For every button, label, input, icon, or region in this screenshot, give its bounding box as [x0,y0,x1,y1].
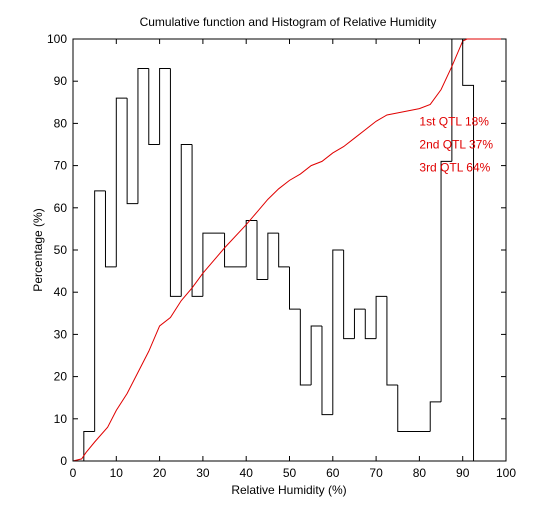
plot-area [72,38,507,462]
x-axis-label: Relative Humidity (%) [231,483,346,497]
histogram-bar [104,190,117,268]
annotation-layer: 1st QTL 18% 2nd QTL 37% 3rd QTL 64% [419,114,493,174]
histogram-bar [332,249,344,415]
histogram-bar [191,144,203,297]
histogram-bar [364,309,377,340]
x-tick-label: 100 [496,466,516,480]
histogram-bar [224,233,247,268]
histogram-bar [462,39,475,461]
y-axis-label: Percentage (%) [31,208,45,291]
histogram-bar [299,309,312,386]
histogram-bar [451,38,463,162]
histogram-bar [159,68,171,145]
quantile-annotation: 3rd QTL 64% [419,161,490,175]
x-tick-label: 80 [413,466,427,480]
histogram-bar [83,430,95,461]
x-tick-label: 70 [369,466,383,480]
x-tick-label: 20 [153,466,167,480]
quantile-annotation: 1st QTL 18% [419,114,489,128]
histogram-bar [137,68,149,204]
y-tick-label: 60 [54,201,68,215]
y-tick-label: 0 [60,454,67,468]
histogram-bar [440,160,452,402]
x-tick-label: 10 [110,466,124,480]
histogram-bar [289,266,301,310]
x-tick-label: 30 [196,466,210,480]
cumulative-layer [72,38,506,462]
histogram-bar [169,68,182,297]
histogram-bar [429,401,442,432]
x-tick-label: 50 [283,466,297,480]
y-axis: 0 10 20 30 40 50 60 70 80 90 100 [47,32,506,468]
histogram-bar [180,144,193,297]
histogram-bar [256,220,268,281]
y-tick-label: 70 [54,159,68,173]
quantile-annotation: 2nd QTL 37% [419,138,493,152]
histogram-bar [386,296,398,386]
histogram-bar [267,232,279,280]
histogram-bar [202,232,225,297]
y-tick-label: 30 [54,327,68,341]
y-tick-label: 40 [54,285,68,299]
cumulative-line [72,38,506,462]
histogram-bar [115,97,128,267]
histogram-bar [310,325,322,386]
histogram-bar [94,190,106,432]
y-tick-label: 10 [54,412,68,426]
histogram-bar [278,233,290,268]
x-axis: 0 10 20 30 40 50 60 70 80 90 100 [70,39,516,480]
y-tick-label: 20 [54,370,68,384]
x-tick-label: 40 [240,466,254,480]
histogram-bar [353,308,366,339]
chart-title: Cumulative function and Histogram of Rel… [140,15,437,29]
y-tick-label: 50 [54,243,68,257]
histogram-bar [148,68,160,145]
histogram-bar [321,325,333,416]
histogram-bar [343,250,355,340]
histogram-bar [375,295,387,339]
histogram-layer [83,38,475,461]
histogram-bar [397,385,431,432]
histogram-bar [126,98,138,205]
x-tick-label: 0 [70,466,77,480]
x-tick-label: 60 [326,466,340,480]
x-tick-label: 90 [456,466,470,480]
y-tick-label: 90 [54,74,68,88]
histogram-bar [245,219,258,267]
y-tick-label: 80 [54,116,68,130]
y-tick-label: 100 [47,32,67,46]
